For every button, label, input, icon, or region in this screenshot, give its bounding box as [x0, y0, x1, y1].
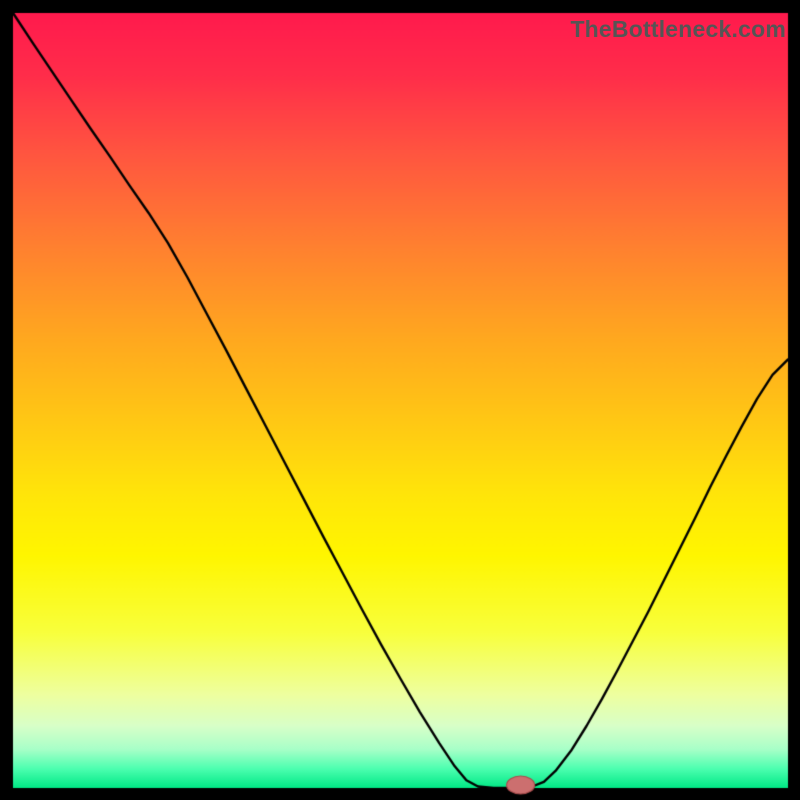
- chart-wrapper: TheBottleneck.com: [0, 0, 800, 800]
- bottleneck-chart: [0, 0, 800, 800]
